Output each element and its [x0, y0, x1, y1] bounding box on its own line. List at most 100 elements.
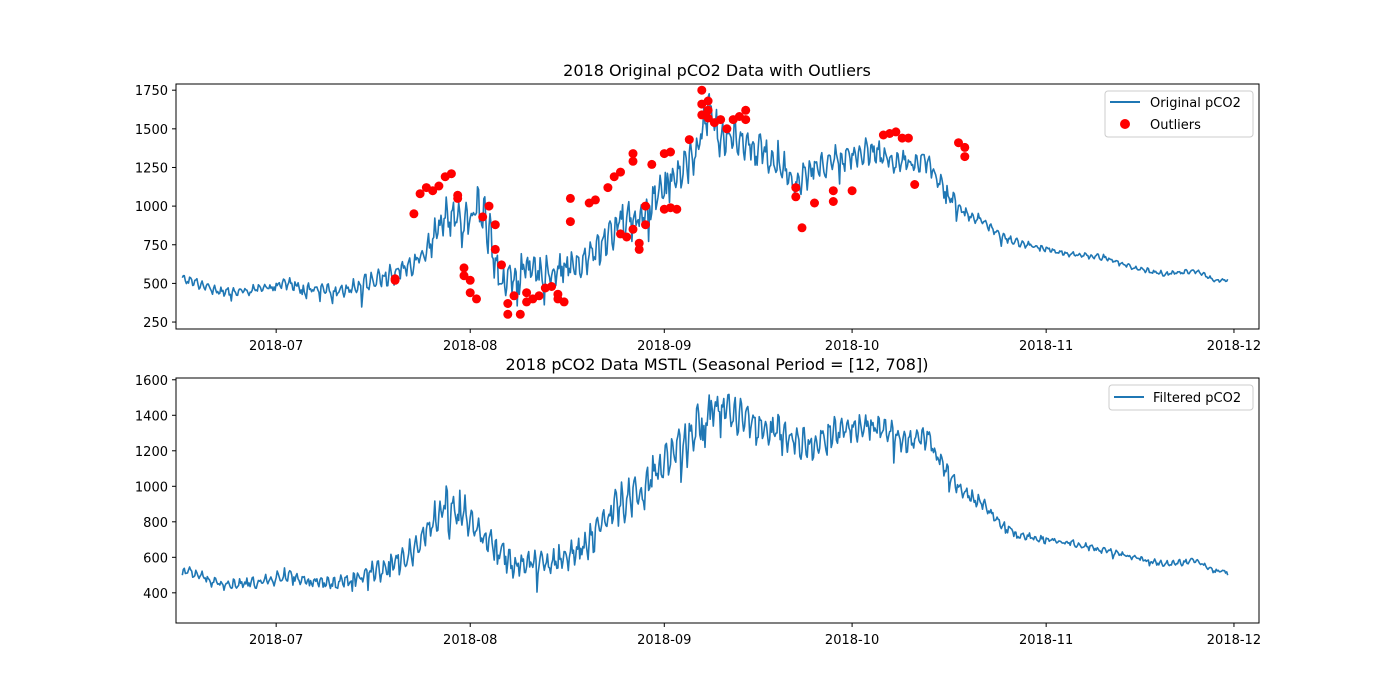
chart-1-x-axis: 2018-07 2018-08 2018-09 2018-10 2018-11 2018-…: [249, 329, 1261, 354]
outlier-point: [641, 220, 650, 230]
outlier-point: [553, 289, 563, 299]
outlier-point: [684, 135, 694, 145]
outlier-point: [565, 193, 575, 203]
outlier-point: [797, 223, 807, 233]
chart-2-title: 2018 pCO2 Data MSTL (Seasonal Period = […: [506, 355, 929, 374]
outlier-point: [453, 193, 463, 203]
outlier-point: [634, 244, 644, 254]
outlier-point: [697, 85, 707, 95]
chart-2-legend-box: [1108, 384, 1254, 411]
outlier-point: [622, 232, 632, 242]
y-tick-label: 750: [143, 239, 168, 254]
outlier-point: [465, 288, 475, 298]
y-tick-label: 1600: [135, 374, 168, 389]
x-tick-label: 2018-07: [249, 633, 303, 648]
outlier-point: [672, 204, 682, 214]
outlier-point: [415, 189, 425, 199]
outlier-point: [590, 195, 600, 205]
chart-1-frame: [175, 83, 1260, 330]
outlier-point: [897, 133, 907, 143]
outlier-point: [703, 105, 713, 115]
outlier-point: [503, 299, 513, 308]
outlier-point: [459, 271, 469, 281]
outlier-point: [810, 198, 819, 208]
outlier-point: [828, 186, 838, 196]
y-tick-label: 800: [143, 516, 168, 531]
chart-2-frame: [175, 377, 1260, 624]
outlier-point: [547, 282, 557, 291]
outlier-point: [472, 294, 481, 304]
outlier-point: [446, 169, 456, 179]
outlier-point: [428, 186, 438, 196]
outlier-point: [722, 124, 732, 134]
outlier-point: [559, 297, 569, 307]
outlier-point: [503, 309, 513, 319]
y-tick-label: 1200: [135, 445, 168, 460]
outlier-point: [641, 201, 650, 211]
x-tick-label: 2018-09: [637, 339, 691, 354]
y-tick-label: 600: [143, 551, 168, 566]
outlier-point: [478, 212, 488, 222]
x-tick-label: 2018-12: [1207, 633, 1261, 648]
legend-outlier-marker: [1120, 119, 1130, 129]
y-tick-label: 400: [143, 587, 168, 602]
outlier-point: [609, 172, 619, 182]
x-tick-label: 2018-07: [249, 339, 303, 354]
outlier-point: [509, 291, 519, 301]
outlier-point: [791, 183, 801, 193]
outlier-point: [628, 156, 638, 166]
chart-1-plot-area: [181, 85, 1229, 319]
outlier-point: [628, 224, 638, 234]
outlier-point: [703, 96, 713, 106]
chart-2-y-axis: 400 600 800 1000 1200 1400 1600: [135, 374, 176, 602]
x-tick-label: 2018-08: [443, 339, 497, 354]
legend-label-original-pco2: Original pCO2: [1150, 96, 1241, 111]
x-tick-label: 2018-10: [825, 339, 879, 354]
outlier-point: [828, 197, 838, 206]
chart-original-pco2: 2018 Original pCO2 Data with Outliers 20…: [135, 61, 1261, 354]
y-tick-label: 1000: [135, 480, 168, 495]
y-tick-label: 1250: [135, 161, 168, 176]
legend-label-outliers: Outliers: [1150, 118, 1201, 133]
chart-filtered-pco2: 2018 pCO2 Data MSTL (Seasonal Period = […: [135, 355, 1261, 648]
outlier-point: [791, 192, 801, 202]
y-tick-label: 500: [143, 277, 168, 292]
y-tick-label: 1400: [135, 409, 168, 424]
chart-2-legend: Filtered pCO2: [1108, 384, 1254, 411]
outlier-point: [490, 220, 500, 230]
outlier-point: [666, 147, 675, 157]
outlier-point: [703, 113, 713, 123]
y-tick-label: 1000: [135, 200, 168, 215]
outlier-point: [534, 291, 544, 301]
outlier-point: [603, 183, 613, 193]
outlier-point: [847, 186, 857, 196]
x-tick-label: 2018-09: [637, 633, 691, 648]
outlier-point: [465, 275, 475, 285]
outlier-point: [634, 238, 644, 248]
y-tick-label: 1500: [135, 123, 168, 138]
outlier-point: [903, 133, 913, 143]
chart-1-y-axis: 250 500 750 1000 1250 1500 1750: [135, 84, 176, 331]
outlier-point: [891, 127, 901, 137]
chart-1-legend: Original pCO2 Outliers: [1104, 90, 1254, 138]
chart-1-legend-box: [1104, 90, 1254, 138]
outlier-point: [409, 209, 419, 219]
x-tick-label: 2018-08: [443, 633, 497, 648]
x-tick-label: 2018-11: [1019, 339, 1073, 354]
x-tick-label: 2018-10: [825, 633, 879, 648]
series-line-original-pco2: [181, 93, 1229, 308]
outlier-point: [716, 115, 726, 125]
outlier-point: [960, 142, 970, 152]
outlier-point: [459, 263, 469, 273]
x-tick-label: 2018-12: [1207, 339, 1261, 354]
outlier-point: [565, 217, 575, 227]
outlier-point: [741, 115, 751, 125]
y-tick-label: 1750: [135, 84, 168, 99]
outlier-point: [960, 152, 970, 162]
outlier-point: [647, 159, 657, 169]
outlier-point: [616, 167, 625, 177]
x-tick-label: 2018-11: [1019, 633, 1073, 648]
outlier-point: [490, 244, 500, 254]
chart-1-title: 2018 Original pCO2 Data with Outliers: [563, 61, 871, 80]
